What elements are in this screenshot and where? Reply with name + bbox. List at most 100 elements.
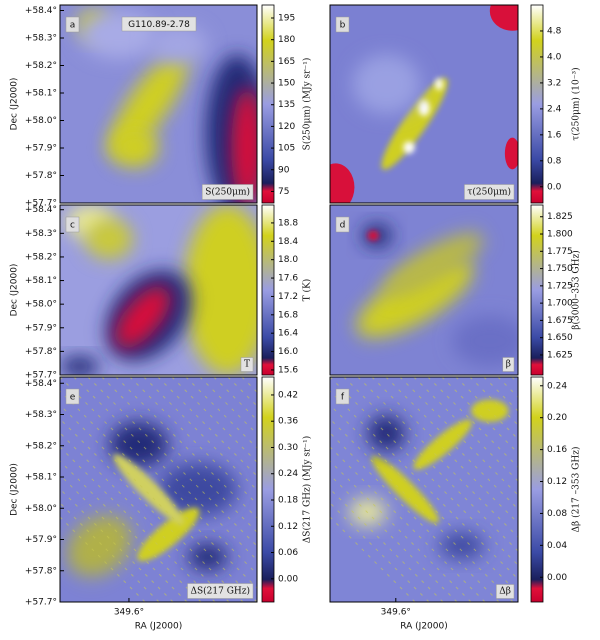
y-tick-label: +58.3°	[25, 229, 57, 239]
panel-letter-box	[65, 388, 80, 405]
x-axis-label: RA (J2000)	[400, 622, 448, 632]
colorbar-tick-label: 16.0	[278, 347, 298, 357]
colorbar-tick-label: 1.750	[547, 264, 573, 274]
y-axis-label: Dec (J2000)	[10, 463, 20, 516]
map-label-box	[240, 357, 254, 372]
panel-letter: d	[340, 221, 346, 231]
map-feature	[381, 77, 448, 170]
map-label: Δβ	[499, 587, 511, 597]
y-tick-label: +57.8°	[25, 566, 57, 576]
map-label: β	[506, 360, 511, 370]
colorbar-label: ΔS(217 GHz) (MJy sr⁻¹)	[302, 436, 313, 543]
map-feature	[439, 532, 485, 560]
colorbar	[261, 4, 275, 204]
y-tick-label: +58.1°	[25, 473, 57, 483]
map-texture	[596, 377, 600, 602]
map-feature	[371, 455, 440, 524]
colorbar-label: Δβ (217 –353 GHz)	[571, 447, 582, 533]
panel-letter-box	[335, 388, 350, 405]
colorbar-tick-label: 17.2	[278, 292, 298, 302]
y-tick-label: +58.2°	[25, 252, 57, 262]
panel-letter-box	[65, 16, 80, 33]
map-feature	[452, 315, 518, 367]
map-feature	[60, 356, 100, 375]
colorbar-tick-label: 1.650	[547, 333, 573, 343]
colorbar-label: S(250μm) (MJy sr⁻¹)	[302, 58, 313, 151]
chart-title: G110.89-2.78	[128, 20, 190, 30]
frame	[59, 204, 258, 376]
colorbar-tick-label: 1.725	[547, 281, 573, 291]
colorbar-tick-label: 0.8	[547, 156, 562, 166]
map-feature	[383, 232, 483, 297]
colorbar-tick-label: 0.06	[278, 548, 298, 558]
colorbar-tick-label: 4.0	[547, 52, 562, 62]
colorbar-tick-label: 135	[278, 100, 295, 110]
map	[60, 205, 257, 375]
colorbar-tick-label: 0.12	[547, 477, 567, 487]
panel-letter: a	[70, 21, 76, 31]
colorbar	[530, 204, 544, 376]
map	[60, 5, 257, 203]
y-axis-label: Dec (J2000)	[10, 78, 20, 131]
frame	[59, 376, 258, 603]
map-feature	[113, 454, 185, 525]
map-feature	[184, 205, 257, 375]
map	[330, 205, 518, 375]
panel-letter: c	[70, 221, 75, 231]
y-tick-label: +57.8°	[25, 171, 57, 181]
y-tick-label: +58.0°	[25, 300, 57, 310]
map-label-box	[496, 584, 515, 599]
map-texture	[582, 377, 600, 602]
panel-letter: f	[341, 393, 345, 403]
map-feature	[188, 543, 228, 571]
colorbar-tick-label: 0.16	[547, 445, 567, 455]
map-feature	[418, 100, 430, 116]
colorbar	[261, 376, 275, 603]
colorbar-tick-label: 18.8	[278, 218, 298, 228]
colorbar-tick-label: 16.8	[278, 310, 298, 320]
map-label: τ(250μm)	[467, 187, 511, 198]
colorbar-tick-label: 75	[278, 187, 289, 197]
map-feature	[330, 163, 355, 203]
map-feature	[158, 462, 238, 517]
map-feature	[352, 54, 421, 114]
y-tick-label: +58.4°	[25, 6, 57, 16]
colorbar-label: β(3000–353 GHz)	[571, 250, 582, 329]
colorbar-tick-label: 0.00	[278, 574, 298, 584]
y-axis-label: Dec (J2000)	[10, 264, 20, 317]
map-label: S(250μm)	[205, 187, 250, 198]
colorbar-tick-label: 1.825	[547, 212, 573, 222]
colorbar-tick-label: 0.0	[547, 182, 562, 192]
colorbar-tick-label: 150	[278, 79, 295, 89]
y-tick-label: +57.7°	[25, 199, 57, 209]
y-tick-label: +57.9°	[25, 144, 57, 154]
map-label-box	[464, 184, 515, 200]
colorbar-tick-label: 180	[278, 35, 295, 45]
map-feature	[504, 137, 518, 170]
colorbar-tick-label: 1.800	[547, 230, 573, 240]
map	[60, 377, 257, 602]
map-feature	[231, 88, 257, 203]
colorbar-tick-label: 0.12	[278, 522, 298, 532]
colorbar-tick-label: 4.8	[547, 26, 562, 36]
colorbar-tick-label: 18.0	[278, 255, 298, 265]
y-tick-label: +57.8°	[25, 347, 57, 357]
y-tick-label: +57.7°	[25, 598, 57, 608]
map-feature	[403, 141, 415, 154]
colorbar-tick-label: 105	[278, 144, 295, 154]
colorbar-tick-label: 1.700	[547, 299, 573, 309]
colorbar-tick-label: 120	[278, 122, 295, 132]
panel-letter: b	[340, 21, 346, 31]
map-feature	[111, 127, 159, 168]
colorbar-tick-label: 18.4	[278, 237, 298, 247]
map-feature	[148, 24, 208, 65]
colorbar-tick-label: 1.675	[547, 316, 573, 326]
x-tick-label: 349.6°	[114, 608, 144, 618]
map	[330, 377, 600, 602]
frame	[59, 4, 258, 204]
map-label: ΔS(217 GHz)	[190, 586, 250, 597]
colorbar-label: τ(250μm) (10⁻³)	[571, 67, 582, 140]
map	[330, 5, 518, 203]
colorbar-tick-label: 0.18	[278, 496, 298, 506]
